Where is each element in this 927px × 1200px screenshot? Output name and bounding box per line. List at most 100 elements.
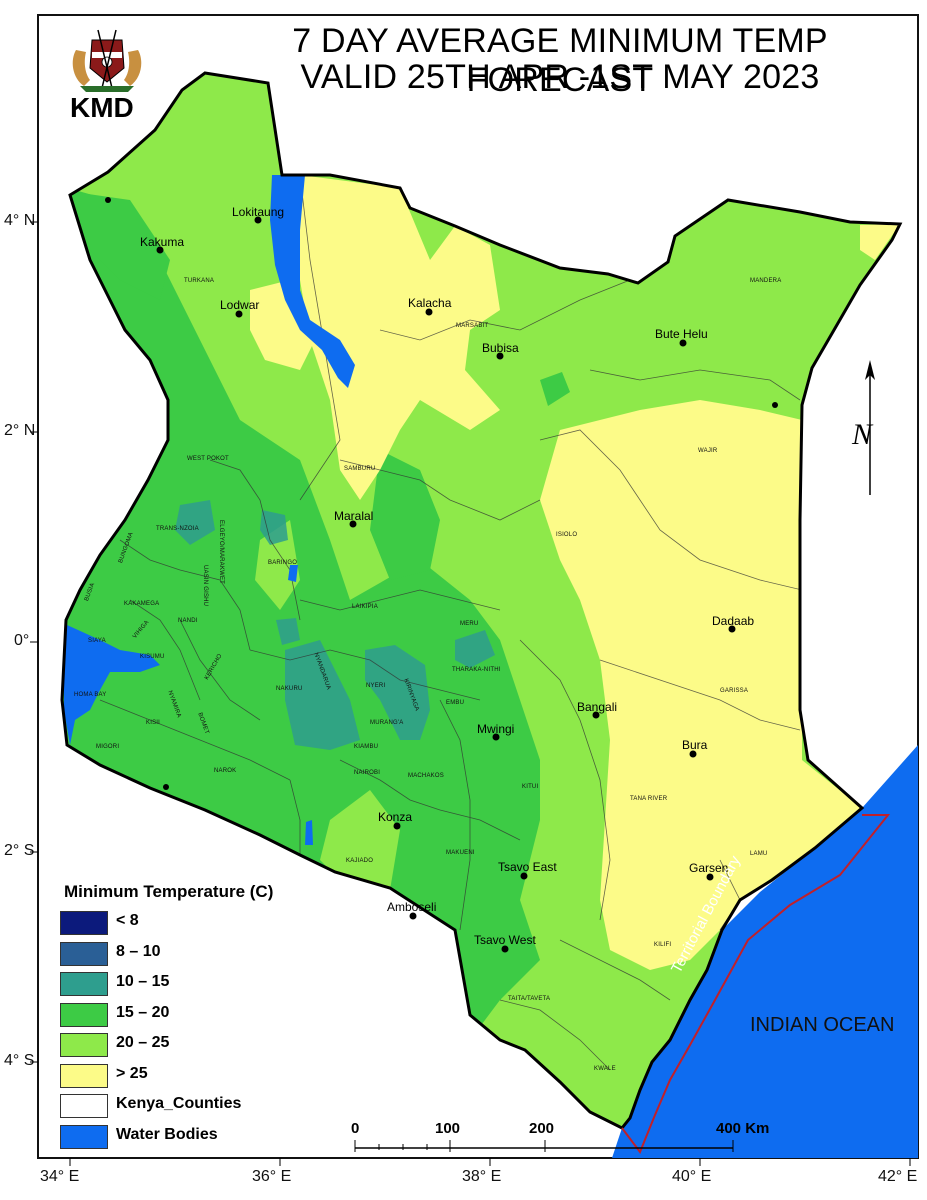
town-label: Konza: [378, 810, 413, 824]
town-label: Mwingi: [477, 722, 515, 736]
legend-label: 20 – 25: [116, 1034, 170, 1051]
county-label: LAIKIPIA: [352, 604, 378, 610]
x-tick-42e: 42° E: [878, 1168, 918, 1185]
legend-label: > 25: [116, 1064, 148, 1082]
county-label: UASIN GISHU: [202, 565, 208, 607]
county-label: BARINGO: [268, 560, 298, 566]
zone-20-25-kajiado: [320, 790, 400, 890]
axis-ticks: [30, 221, 911, 1166]
x-tick-34e: 34° E: [40, 1168, 80, 1185]
scale-label-0: 0: [351, 1120, 360, 1137]
county-label: NYERI: [366, 683, 386, 689]
zone-15-20-central: [370, 450, 440, 580]
county-label: KAKAMEGA: [124, 601, 160, 607]
county-boundaries: [99, 174, 803, 1071]
y-tick-4n: 4° N: [4, 212, 36, 229]
zone-10-15-meru: [455, 630, 495, 668]
zone-10-15-baringo: [260, 510, 288, 545]
scale-label-400km: 400 Km: [716, 1120, 770, 1137]
county-label: MAKUENI: [446, 850, 475, 856]
town-label: Lodwar: [220, 298, 260, 312]
y-tick-2s: 2° S: [4, 842, 35, 859]
county-label: THARAKA-NITHI: [452, 667, 501, 673]
county-label: LAMU: [750, 851, 768, 857]
lake-magadi: [305, 820, 313, 845]
indian-ocean: [612, 745, 918, 1158]
county-label: MANDERA: [750, 278, 782, 284]
zone-10-15-mt-kenya: [365, 645, 430, 740]
town-markers: [105, 197, 778, 953]
county-label: ISIOLO: [556, 532, 578, 538]
county-label: MERU: [460, 621, 479, 627]
county-label: KIAMBU: [354, 744, 379, 750]
x-tick-40e: 40° E: [672, 1168, 712, 1185]
legend-label: 15 – 20: [116, 1003, 170, 1021]
town-label: Dadaab: [712, 614, 755, 628]
county-label: MURANG'A: [370, 720, 404, 726]
county-label: TRANS-NZOIA: [156, 526, 199, 532]
map-title-line2: VALID 25TH APR -1ST MAY 2023: [300, 58, 820, 96]
county-label: SIAYA: [88, 638, 106, 644]
town-label: Bura: [682, 738, 708, 752]
zone-15-20-patch: [540, 372, 570, 406]
county-label: TAITA/TAVETA: [508, 996, 551, 1002]
zone-15-20-northwest: [62, 190, 170, 300]
map-title-line1: 7 DAY AVERAGE MINIMUM TEMP FORECAST: [292, 22, 828, 99]
north-arrow-label: N: [852, 418, 873, 451]
county-label: WAJIR: [698, 448, 718, 454]
x-tick-36e: 36° E: [252, 1168, 292, 1185]
legend-title: Minimum Temperature (C): [64, 882, 274, 901]
legend-label: < 8: [116, 912, 139, 929]
county-label: KILIFI: [654, 942, 672, 948]
scale-bar: [354, 1140, 734, 1152]
town-label: Maralal: [334, 509, 374, 523]
legend-swatch: [60, 972, 108, 996]
county-label: WEST POKOT: [187, 456, 229, 462]
county-label: NANDI: [178, 618, 198, 624]
x-tick-38e: 38° E: [462, 1168, 502, 1185]
county-label: MARSABIT: [456, 323, 489, 329]
zone-10-15-nakuru: [276, 618, 300, 645]
county-label: TURKANA: [184, 278, 215, 284]
town-label: Tsavo East: [498, 860, 557, 874]
county-label: MACHAKOS: [408, 773, 444, 779]
town-label: Tsavo West: [474, 933, 536, 947]
county-label: MIGORI: [96, 744, 120, 750]
county-label: SAMBURU: [344, 466, 376, 472]
legend-label: 8 – 10: [116, 942, 161, 960]
legend-swatch: [60, 1033, 108, 1057]
zone-above-25-mandera: [860, 224, 900, 260]
zone-10-15-trans-nzoia: [175, 500, 215, 545]
indian-ocean-label: INDIAN OCEAN: [750, 1014, 895, 1036]
zone-above-25-north: [300, 175, 500, 500]
legend-swatch: [60, 941, 108, 966]
county-label: KWALE: [594, 1066, 616, 1072]
legend-swatch: [60, 1094, 108, 1118]
y-tick-4s: 4° S: [4, 1052, 35, 1069]
county-label: HOMA BAY: [74, 692, 107, 698]
town-label: Bute Helu: [655, 327, 708, 341]
town-label: Lokitaung: [232, 205, 285, 219]
county-label: EMBU: [446, 700, 465, 706]
county-label: KITUI: [522, 784, 539, 790]
county-label: NAROK: [214, 768, 237, 774]
kmd-logo-label: KMD: [70, 92, 134, 123]
y-tick-0: 0°: [14, 632, 30, 649]
y-tick-2n: 2° N: [4, 422, 36, 439]
county-label: KAJIADO: [346, 858, 374, 864]
zone-above-25-east: [540, 400, 862, 970]
scale-label-200: 200: [529, 1120, 555, 1137]
town-label: Amboseli: [387, 900, 437, 914]
county-label: ELGEYO/MARAKWET: [218, 520, 224, 585]
town-label: Bubisa: [482, 341, 519, 355]
town-label: Kakuma: [140, 235, 185, 249]
zone-20-25-baringo: [255, 520, 300, 610]
county-label: NAKURU: [276, 686, 303, 692]
zone-10-15-nyandarua: [285, 640, 360, 750]
county-label: GARISSA: [720, 688, 749, 694]
lake-victoria: [64, 625, 160, 745]
legend-label: Kenya_Counties: [116, 1095, 242, 1112]
county-label: NAIROBI: [354, 770, 381, 776]
legend-swatch: [60, 1124, 108, 1149]
